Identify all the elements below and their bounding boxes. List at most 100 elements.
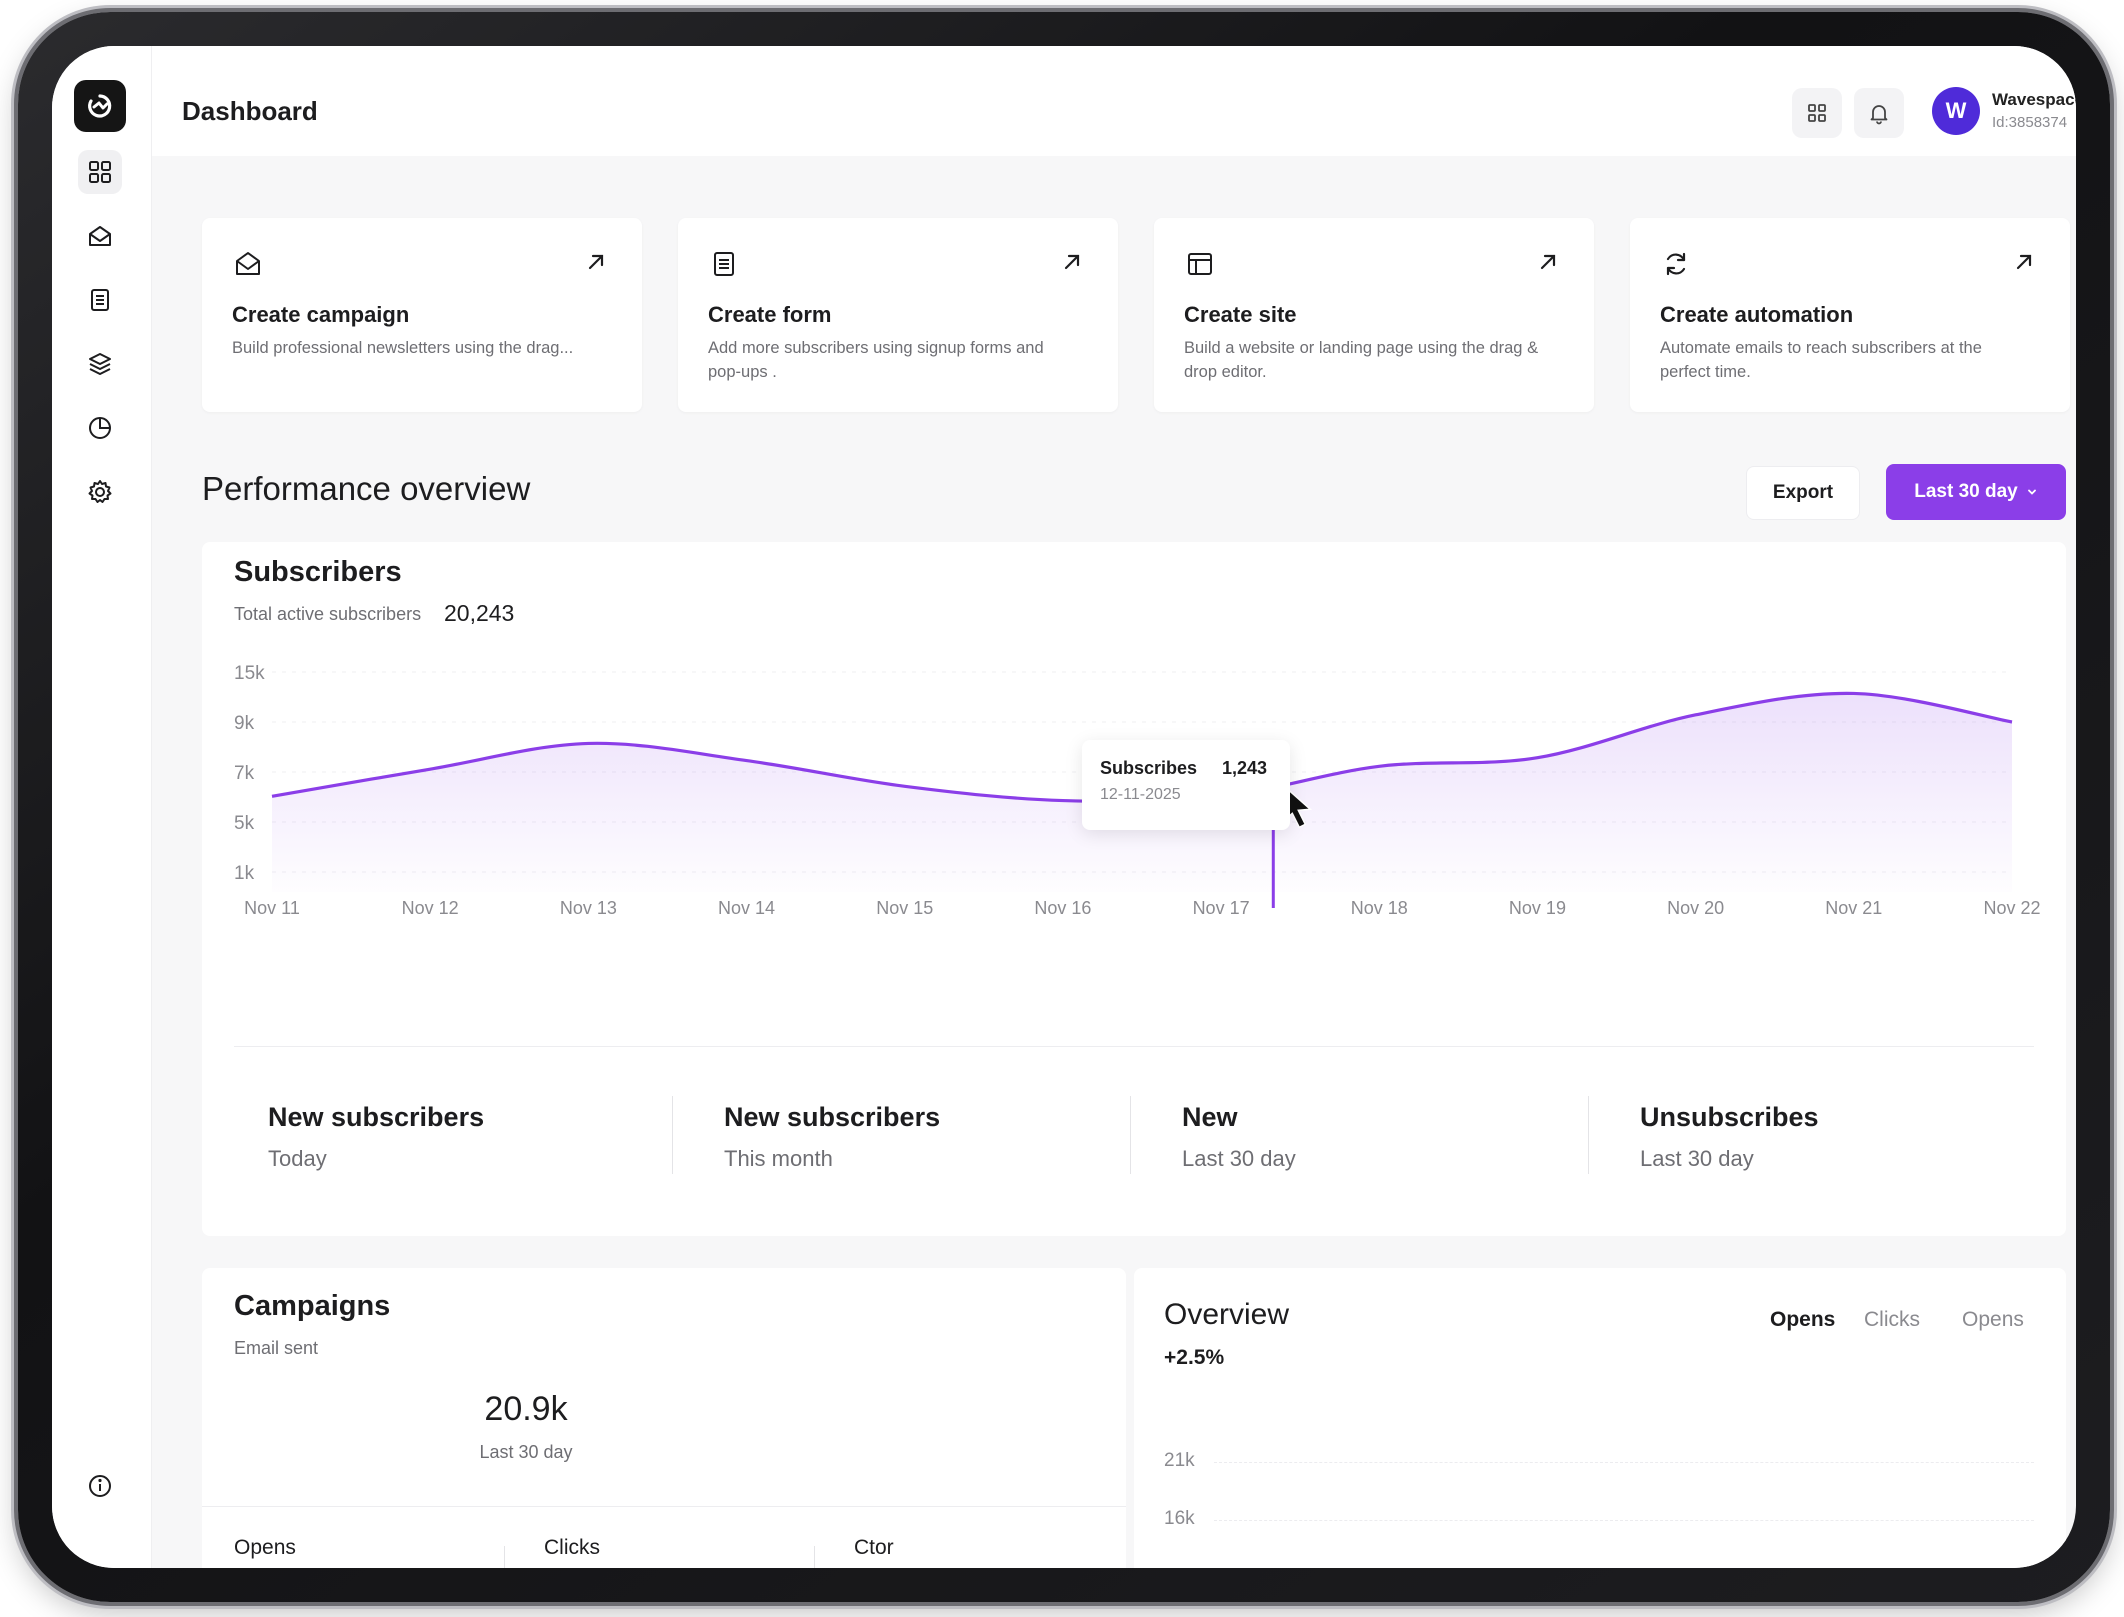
app-screen: Dashboard W Wavespace Id:3858374 Create … xyxy=(52,46,2076,1568)
stat-name: New subscribers xyxy=(268,1102,485,1132)
total-value: 20,243 xyxy=(444,600,515,626)
x-tick-label: Nov 13 xyxy=(560,898,617,918)
stat-period: Last 30 day xyxy=(1640,1146,1754,1171)
stat-period: Last 30 day xyxy=(1182,1146,1296,1171)
sidebar-item-settings[interactable] xyxy=(78,470,122,514)
sidebar-item-info[interactable] xyxy=(78,1464,122,1508)
x-tick-label: Nov 17 xyxy=(1193,898,1250,918)
x-tick-label: Nov 22 xyxy=(1983,898,2040,918)
create-site-card[interactable]: Create site Build a website or landing p… xyxy=(1154,218,1594,412)
stat-new-today: New subscribers Today xyxy=(268,1102,688,1202)
subscribers-panel: Subscribers Total active subscribers 20,… xyxy=(202,542,2066,1236)
grid-icon xyxy=(1808,104,1826,122)
tablet-frame: Dashboard W Wavespace Id:3858374 Create … xyxy=(18,12,2110,1602)
sidebar-item-dashboard[interactable] xyxy=(78,150,122,194)
chevron-down-icon xyxy=(2027,489,2036,495)
document-icon xyxy=(91,289,109,311)
bell-icon xyxy=(1870,105,1888,125)
arrow-up-right-icon[interactable] xyxy=(584,250,608,274)
avatar[interactable]: W xyxy=(1932,87,1980,135)
date-range-label: Last 30 day xyxy=(1914,481,2018,502)
create-automation-card[interactable]: Create automation Automate emails to rea… xyxy=(1630,218,2070,412)
tab-clicks[interactable]: Clicks xyxy=(1864,1308,1920,1331)
total-label: Total active subscribers xyxy=(234,604,422,624)
card-description: Add more subscribers using signup forms … xyxy=(708,339,1044,381)
card-title: Create campaign xyxy=(232,302,410,327)
logo-icon xyxy=(88,94,112,118)
stat-new-30day: New Last 30 day xyxy=(1182,1102,1602,1202)
sidebar-item-forms[interactable] xyxy=(78,278,122,322)
card-title: Create form xyxy=(708,302,832,327)
y-tick-label: 21k xyxy=(1164,1450,1195,1471)
mail-open-icon xyxy=(89,226,111,246)
column-opens: Opens xyxy=(234,1536,296,1559)
card-description: Build a website or landing page using th… xyxy=(1184,339,1539,381)
arrow-up-right-icon[interactable] xyxy=(1536,250,1560,274)
stat-divider xyxy=(1588,1096,1589,1174)
panel-title: Subscribers xyxy=(234,556,402,588)
tab-opens[interactable]: Opens xyxy=(1770,1308,1836,1331)
grid-icon xyxy=(89,161,111,183)
notifications-button[interactable] xyxy=(1854,88,1904,138)
chart-tooltip: Subscribes 1,243 12-11-2025 xyxy=(1082,740,1290,830)
app-logo[interactable] xyxy=(74,80,126,132)
stat-divider xyxy=(672,1096,673,1174)
document-icon xyxy=(714,252,734,276)
export-button[interactable]: Export xyxy=(1746,466,1860,520)
create-form-card[interactable]: Create form Add more subscribers using s… xyxy=(678,218,1118,412)
x-tick-label: Nov 15 xyxy=(876,898,933,918)
gear-icon xyxy=(88,480,112,503)
stat-name: New xyxy=(1182,1102,1238,1132)
layout-icon xyxy=(1188,253,1212,275)
date-range-dropdown[interactable]: Last 30 day xyxy=(1886,464,2066,520)
stat-period: Today xyxy=(268,1146,327,1171)
page-title: Dashboard xyxy=(182,96,318,126)
column-divider xyxy=(504,1546,505,1568)
emails-sent-period: Last 30 day xyxy=(479,1442,573,1462)
panel-subtitle: Email sent xyxy=(234,1338,319,1358)
account-name[interactable]: Wavespace xyxy=(1992,90,2076,109)
pie-chart-icon xyxy=(89,417,111,439)
stat-divider xyxy=(1130,1096,1131,1174)
panel-title: Overview xyxy=(1164,1298,1290,1331)
arrow-up-right-icon[interactable] xyxy=(2012,250,2036,274)
top-header: Dashboard W Wavespace Id:3858374 xyxy=(152,46,2076,156)
sidebar-item-layers[interactable] xyxy=(78,342,122,386)
card-title: Create site xyxy=(1184,302,1297,327)
y-tick-label: 7k xyxy=(234,763,255,784)
column-divider xyxy=(814,1546,815,1568)
tab-opens-2[interactable]: Opens xyxy=(1962,1308,2024,1331)
y-tick-label: 15k xyxy=(234,663,265,684)
refresh-icon xyxy=(1666,252,1686,276)
overview-panel: Overview +2.5% Opens Clicks Opens 21k 16… xyxy=(1134,1268,2066,1568)
apps-button[interactable] xyxy=(1792,88,1842,138)
series-area xyxy=(272,693,2012,892)
stat-period: This month xyxy=(724,1146,833,1171)
column-ctor: Ctor xyxy=(854,1536,894,1559)
x-tick-label: Nov 19 xyxy=(1509,898,1566,918)
arrow-up-right-icon[interactable] xyxy=(1060,250,1084,274)
stat-name: New subscribers xyxy=(724,1102,941,1132)
section-title: Performance overview xyxy=(202,470,531,507)
tooltip-value: 1,243 xyxy=(1222,758,1268,778)
stat-name: Unsubscribes xyxy=(1640,1102,1819,1132)
divider xyxy=(202,1506,1126,1507)
column-clicks: Clicks xyxy=(544,1536,600,1559)
y-tick-label: 16k xyxy=(1164,1508,1195,1529)
x-tick-label: Nov 18 xyxy=(1351,898,1408,918)
card-description: Build professional newsletters using the… xyxy=(232,339,574,357)
info-icon xyxy=(89,1475,111,1497)
stat-unsubscribes: Unsubscribes Last 30 day xyxy=(1640,1102,2060,1202)
sidebar xyxy=(52,46,152,1568)
sidebar-item-campaigns[interactable] xyxy=(78,214,122,258)
x-tick-label: Nov 20 xyxy=(1667,898,1724,918)
tooltip-date: 12-11-2025 xyxy=(1100,786,1181,803)
create-campaign-card[interactable]: Create campaign Build professional newsl… xyxy=(202,218,642,412)
x-tick-label: Nov 12 xyxy=(402,898,459,918)
sidebar-item-analytics[interactable] xyxy=(78,406,122,450)
x-tick-label: Nov 21 xyxy=(1825,898,1882,918)
campaigns-panel: Campaigns Email sent 20.9k Last 30 day O… xyxy=(202,1268,1126,1568)
x-tick-label: Nov 16 xyxy=(1034,898,1091,918)
emails-sent-value: 20.9k xyxy=(484,1390,568,1428)
mail-open-icon xyxy=(236,252,260,275)
